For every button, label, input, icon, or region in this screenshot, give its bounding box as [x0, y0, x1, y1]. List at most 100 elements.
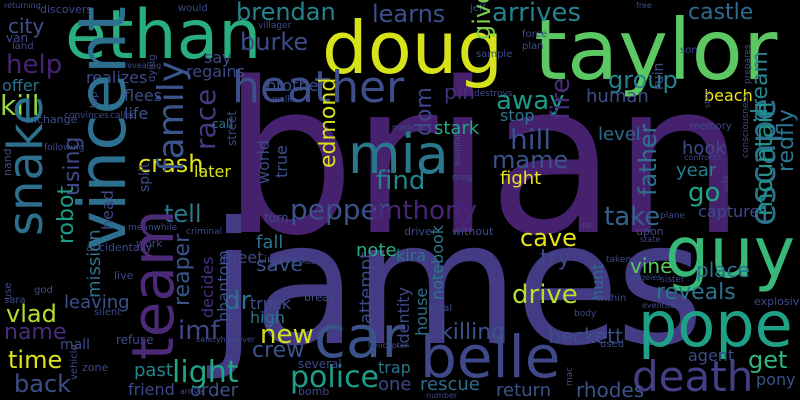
- word-safe: meg: [452, 173, 473, 183]
- word-taylor: taylor: [534, 1, 778, 99]
- word-trap: trap: [378, 358, 411, 377]
- word-family: family: [151, 60, 192, 172]
- word-order: order: [190, 380, 238, 400]
- word-revealing: consciousness: [741, 93, 751, 158]
- word-try: try: [540, 246, 571, 271]
- word-past: past: [134, 360, 173, 381]
- word-work: work: [136, 237, 163, 250]
- word-fight: fight: [500, 168, 542, 189]
- word-vlad: vlad: [6, 300, 57, 328]
- word-hospital: los: [304, 257, 316, 266]
- word-beach: beach: [704, 86, 753, 105]
- word-capture: capture: [698, 202, 760, 221]
- word-belle: belle: [420, 323, 561, 391]
- word-used: within: [596, 293, 627, 304]
- word-called: top: [89, 91, 100, 108]
- word-would: would: [178, 3, 208, 14]
- word-later: world: [254, 139, 273, 184]
- word-accidentally: use: [3, 282, 14, 300]
- word-castle: castle: [688, 0, 754, 25]
- word-mame: mame: [492, 146, 569, 174]
- word-offer: offer: [2, 76, 40, 95]
- word-street: criminal: [186, 227, 223, 237]
- word-burke: burke: [240, 28, 309, 56]
- word-stark: stark: [434, 118, 480, 139]
- word-leaving: leaving: [64, 292, 130, 313]
- word-brother: say: [204, 48, 232, 67]
- word-human: brother: [266, 76, 326, 95]
- word-drive: drive: [512, 280, 578, 310]
- word-take: take: [604, 202, 661, 232]
- word-criminal: villager: [258, 21, 292, 31]
- word-place: place: [696, 258, 750, 282]
- word-returning: returning: [4, 1, 41, 10]
- word-hill: hill: [510, 123, 552, 156]
- word-agent: agent: [688, 346, 735, 365]
- word-explosive: eventually: [642, 301, 684, 310]
- word-plan: plan: [522, 41, 544, 52]
- word-villager: prepares: [743, 44, 753, 84]
- word-walk: walk: [272, 95, 293, 105]
- word-arrives: arrives: [492, 0, 582, 28]
- word-following: nand: [1, 148, 14, 176]
- word-killed: human: [586, 86, 649, 107]
- word-name: name: [4, 320, 67, 345]
- word-guy: guy: [665, 212, 796, 294]
- word-pin: pin: [444, 80, 475, 104]
- word-true: split: [137, 162, 153, 192]
- word-life: later: [194, 162, 231, 181]
- word-phantom: phantom: [214, 250, 233, 322]
- word-break: break: [304, 291, 336, 304]
- word-taken: plane: [660, 211, 685, 221]
- word-without: without: [452, 225, 494, 238]
- word-van: van: [6, 31, 29, 45]
- word-turn: turn: [264, 211, 289, 225]
- word-state: taken: [606, 255, 632, 265]
- word-mountain: mountain: [750, 101, 778, 216]
- word-upon: upon: [636, 225, 664, 238]
- word-split: ruin: [651, 62, 667, 90]
- word-eventually: sister: [660, 275, 685, 285]
- word-meet: meet: [222, 248, 264, 267]
- word-safetyhowever: bomb: [298, 385, 330, 398]
- word-cave: cave: [520, 224, 577, 252]
- word-driver: driver: [404, 225, 437, 238]
- word-regains: call: [212, 117, 233, 131]
- word-crew: crew: [252, 338, 305, 363]
- word-dom: dom: [412, 87, 437, 136]
- word-time: time: [8, 346, 63, 374]
- word-go: go: [688, 178, 721, 208]
- word-group: group: [608, 66, 678, 94]
- word-discovers: discovers: [40, 3, 93, 16]
- word-reaper: reaper: [170, 233, 195, 306]
- word-one: one: [378, 374, 412, 395]
- word-attempt: attempt: [356, 251, 377, 324]
- word-instead: instead: [264, 253, 305, 266]
- word-reveals: reveals: [656, 280, 736, 305]
- word-james: james: [210, 186, 704, 384]
- word-god: live: [114, 269, 134, 282]
- word-save: save: [256, 252, 303, 276]
- word-live: arrive: [180, 387, 204, 396]
- word-fire: fire: [546, 77, 576, 121]
- word-imf: imf: [178, 316, 220, 346]
- word-vehicle: street: [225, 110, 239, 146]
- word-steal: body: [574, 309, 597, 319]
- word-identity: identity: [394, 286, 413, 348]
- word-realizes: realizes: [86, 68, 148, 87]
- word-away: away: [496, 86, 565, 116]
- word-flees: life: [124, 104, 149, 123]
- word-police: police: [290, 360, 380, 395]
- word-several: several: [298, 357, 342, 371]
- word-los: steal: [428, 303, 453, 314]
- word-rhodes: rhodes: [576, 378, 645, 400]
- word-free: free: [636, 1, 652, 10]
- word-death: death: [632, 352, 754, 400]
- word-hook: hook: [682, 138, 726, 159]
- word-stop: stop: [500, 106, 535, 125]
- word-helicopter: number: [426, 391, 458, 400]
- word-vine: vine: [630, 254, 673, 278]
- word-son: son: [680, 45, 698, 56]
- word-using: using: [60, 136, 85, 196]
- word-top: list: [580, 221, 592, 230]
